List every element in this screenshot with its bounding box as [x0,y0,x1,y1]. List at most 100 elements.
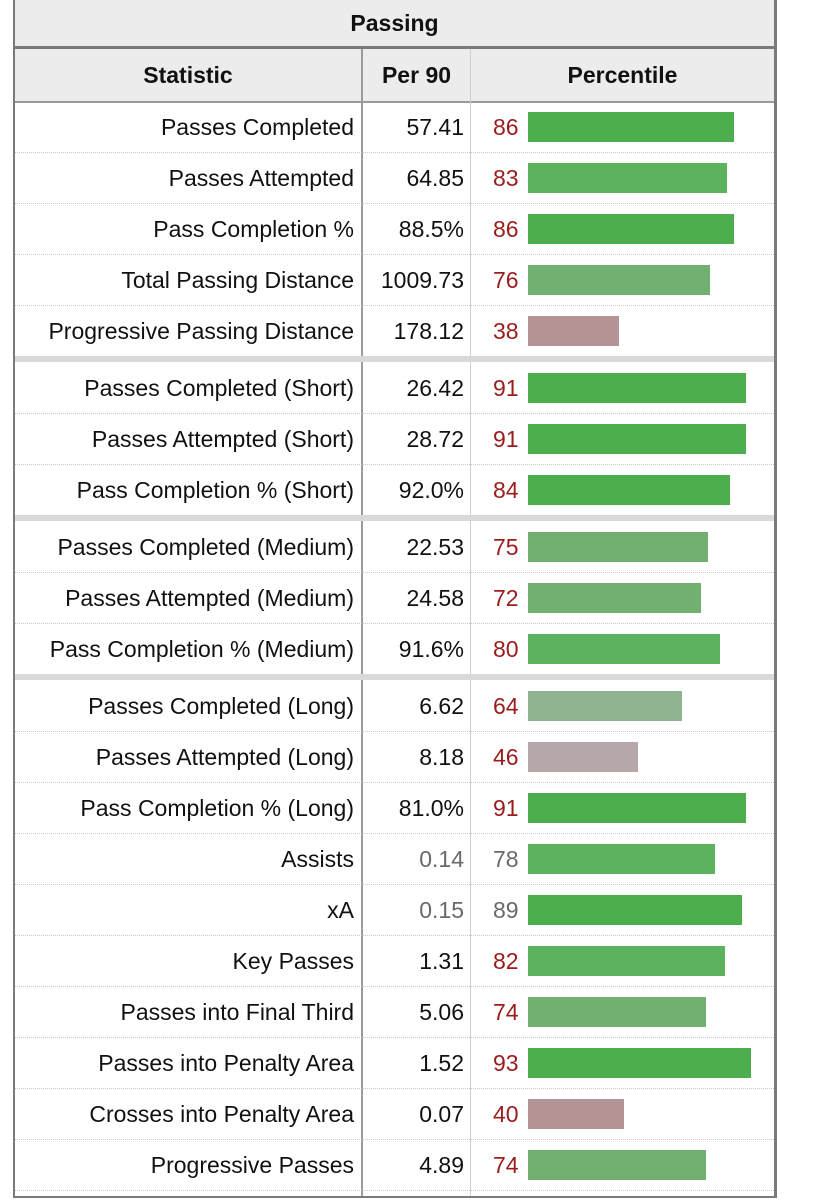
per90-value: 1.52 [419,1049,464,1076]
percentile-value: 72 [493,584,519,611]
statistic-label: Passes Completed (Long) [88,692,354,719]
statistic-label: Passes Attempted (Short) [91,425,354,452]
percentile-bar [528,793,746,823]
percentile-value: 86 [493,215,519,242]
per90-value: 1.31 [419,947,464,974]
percentile-bar [528,424,746,454]
percentile-value: 82 [493,947,519,974]
percentile-value: 74 [493,998,519,1025]
percentile-value: 38 [493,317,519,344]
percentile-bar [528,1099,624,1129]
per90-value: 88.5% [398,215,464,242]
percentile-value: 91 [493,794,519,821]
percentile-bar [528,583,701,613]
per90-value: 178.12 [393,317,464,344]
percentile-bar [528,691,682,721]
per90-value: 92.0% [398,476,464,503]
percentile-value: 89 [493,896,519,923]
percentile-bar [528,475,730,505]
percentile-value: 78 [493,845,519,872]
table-row: xA 0.15 89 [15,885,774,936]
percentile-value: 84 [493,476,519,503]
percentile-bar [528,634,720,664]
table-row: Crosses into Penalty Area 0.07 40 [15,1089,774,1140]
percentile-bar [528,265,710,295]
statistic-label: Pass Completion % (Short) [76,476,354,503]
percentile-bar [528,946,725,976]
percentile-value: 64 [493,692,519,719]
table-row: Passes Attempted (Short) 28.72 91 [15,414,774,465]
per90-value: 22.53 [406,533,464,560]
table-row: Pass Completion % (Long) 81.0% 91 [15,783,774,834]
statistic-label: Passes Attempted [168,164,354,191]
table-header: Statistic Per 90 Percentile [15,49,774,103]
percentile-bar [528,844,715,874]
percentile-value: 74 [493,1151,519,1178]
statistic-label: Passes into Penalty Area [98,1049,354,1076]
column-divider-statistic [361,49,363,1196]
table-row: Progressive Passes 4.89 74 [15,1140,774,1191]
table-row: Total Passing Distance 1009.73 76 [15,255,774,306]
per90-value: 26.42 [406,374,464,401]
percentile-value: 76 [493,266,519,293]
per90-value: 5.06 [419,998,464,1025]
table-row: Passes Completed 57.41 86 [15,102,774,153]
percentile-value: 83 [493,164,519,191]
per90-value: 57.41 [406,113,464,140]
statistic-label: Key Passes [232,947,354,974]
table-row: Pass Completion % 88.5% 86 [15,204,774,255]
statistic-label: xA [327,896,354,923]
statistic-label: Passes Completed [160,113,354,140]
table-row: Passes into Final Third 5.06 74 [15,987,774,1038]
percentile-bar [528,214,734,244]
per90-value: 28.72 [406,425,464,452]
per90-value: 6.62 [419,692,464,719]
percentile-value: 40 [493,1100,519,1127]
statistic-label: Passes Completed (Short) [84,374,354,401]
percentile-bar [528,163,727,193]
header-statistic[interactable]: Statistic [143,61,233,88]
table-row: Passes Attempted (Long) 8.18 46 [15,732,774,783]
table-row: Assists 0.14 78 [15,834,774,885]
table-row: Passes Completed (Long) 6.62 64 [15,681,774,732]
statistic-label: Passes Attempted (Long) [95,743,354,770]
statistic-label: Crosses into Penalty Area [89,1100,354,1127]
per90-value: 0.14 [419,845,464,872]
percentile-bar [528,1048,751,1078]
per90-value: 24.58 [406,584,464,611]
percentile-value: 80 [493,635,519,662]
percentile-bar [528,373,746,403]
table-row: Passes into Penalty Area 1.52 93 [15,1038,774,1089]
per90-value: 0.07 [419,1100,464,1127]
column-divider-per90 [470,49,471,1196]
statistic-label: Pass Completion % (Medium) [49,635,354,662]
percentile-value: 75 [493,533,519,560]
percentile-bar [528,112,734,142]
statistic-label: Pass Completion % (Long) [80,794,354,821]
table-body: Passes Completed 57.41 86 Passes Attempted 6… [15,102,774,1196]
table-row: Passes Attempted 64.85 83 [15,153,774,204]
statistic-label: Passes into Final Third [120,998,354,1025]
per90-value: 8.18 [419,743,464,770]
percentile-bar [528,1150,706,1180]
passing-table: Passing Statistic Per 90 Percentile Pass… [13,0,777,1198]
per90-value: 0.15 [419,896,464,923]
percentile-bar [528,895,742,925]
statistic-label: Progressive Passes [150,1151,354,1178]
header-per90[interactable]: Per 90 [381,61,452,88]
table-row: Progressive Passing Distance 178.12 38 [15,306,774,357]
per90-value: 64.85 [406,164,464,191]
percentile-bar [528,742,638,772]
table-title: Passing [15,0,774,49]
percentile-bar [528,532,708,562]
per90-value: 91.6% [398,635,464,662]
percentile-value: 93 [493,1049,519,1076]
table-row: Passes Completed (Medium) 22.53 75 [15,522,774,573]
per90-value: 4.89 [419,1151,464,1178]
table-row: Pass Completion % (Medium) 91.6% 80 [15,624,774,675]
table-row: Passes Completed (Short) 26.42 91 [15,363,774,414]
percentile-value: 91 [493,425,519,452]
percentile-value: 46 [493,743,519,770]
percentile-value: 86 [493,113,519,140]
header-percentile[interactable]: Percentile [567,61,678,88]
